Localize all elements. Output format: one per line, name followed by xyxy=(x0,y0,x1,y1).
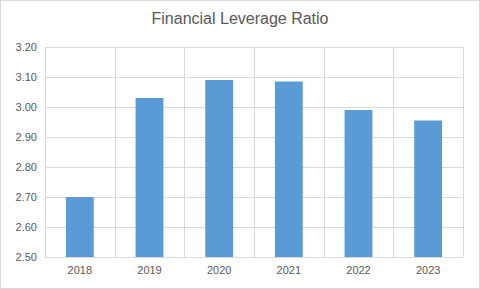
grid xyxy=(45,47,464,258)
y-tick: 2.90 xyxy=(16,131,45,143)
x-tick: 2022 xyxy=(346,257,370,276)
bar xyxy=(414,121,442,258)
x-tick: 2018 xyxy=(68,257,92,276)
x-tick: 2021 xyxy=(277,257,301,276)
x-tick-label: 2020 xyxy=(207,264,231,276)
y-tick-label: 3.10 xyxy=(16,71,37,83)
bar xyxy=(205,80,233,257)
y-tick: 3.00 xyxy=(16,101,45,113)
bar xyxy=(275,82,303,258)
y-tick-label: 2.90 xyxy=(16,131,37,143)
category-divider xyxy=(254,47,255,257)
x-tick: 2020 xyxy=(207,257,231,276)
x-tick-label: 2023 xyxy=(416,264,440,276)
category-divider xyxy=(324,47,325,257)
y-tick: 2.60 xyxy=(16,221,45,233)
bar xyxy=(345,110,373,257)
y-axis-line xyxy=(45,48,46,258)
y-tick: 3.20 xyxy=(16,41,45,53)
x-tick-label: 2022 xyxy=(346,264,370,276)
bars xyxy=(66,80,442,257)
y-tick: 2.70 xyxy=(16,191,45,203)
bar xyxy=(66,197,94,257)
y-tick: 3.10 xyxy=(16,71,45,83)
category-divider xyxy=(463,47,464,257)
category-divider xyxy=(184,47,185,257)
y-tick-label: 2.80 xyxy=(16,161,37,173)
x-tick: 2023 xyxy=(416,257,440,276)
bar xyxy=(136,98,164,257)
y-tick-label: 2.60 xyxy=(16,221,37,233)
y-tick-label: 2.50 xyxy=(16,251,37,263)
y-tick: 2.80 xyxy=(16,161,45,173)
chart: Financial Leverage Ratio 2.50 2.60 2.70 2.80… xyxy=(0,0,480,289)
y-tick-label: 3.20 xyxy=(16,41,37,53)
chart-border xyxy=(1,1,480,289)
y-tick: 2.50 xyxy=(16,251,45,263)
title: Financial Leverage Ratio xyxy=(152,10,329,27)
x-axis: 2018 2019 2020 2021 2022 2023 xyxy=(46,257,464,276)
y-tick-label: 3.00 xyxy=(16,101,37,113)
y-axis: 2.50 2.60 2.70 2.80 2.90 3.00 3.10 3.20 xyxy=(16,41,46,263)
category-divider xyxy=(45,47,46,257)
x-axis-line xyxy=(46,257,464,258)
x-tick-label: 2018 xyxy=(68,264,92,276)
category-divider xyxy=(115,47,116,257)
x-tick-label: 2021 xyxy=(277,264,301,276)
category-divider xyxy=(393,47,394,257)
plot: 2.50 2.60 2.70 2.80 2.90 3.00 3.10 3.20 2018 2019… xyxy=(16,41,464,276)
y-tick-label: 2.70 xyxy=(16,191,37,203)
x-tick-label: 2019 xyxy=(137,264,161,276)
grid-line xyxy=(45,257,463,258)
x-tick: 2019 xyxy=(137,257,161,276)
